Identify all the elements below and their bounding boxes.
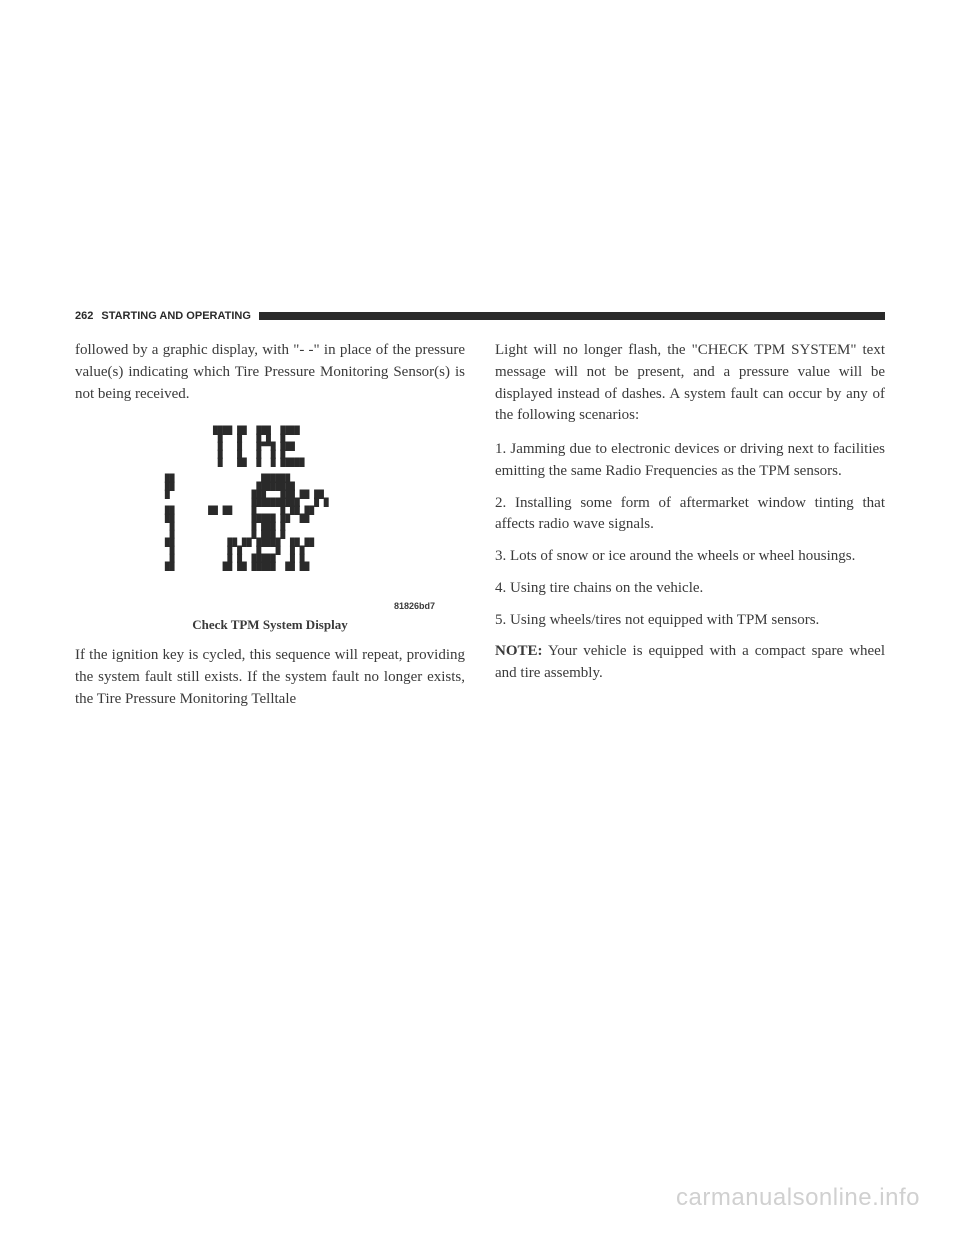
list-item-4: 4. Using tire chains on the vehicle. [495, 578, 885, 600]
right-para-1: Light will no longer flash, the "CHECK T… [495, 340, 885, 427]
note-text: Your vehicle is equipped with a compact … [495, 643, 885, 681]
note-paragraph: NOTE: Your vehicle is equipped with a co… [495, 641, 885, 685]
page-number: 262 [75, 310, 93, 322]
page-header: 262 STARTING AND OPERATING [75, 310, 885, 322]
tpm-display-figure: ████ ██ ███ ████ █ █ █ █ █ █ █ █▀▀█ ███ … [140, 417, 400, 597]
left-column: followed by a graphic display, with "- -… [75, 340, 465, 723]
figure-caption: Check TPM System Display [75, 617, 465, 633]
content-columns: followed by a graphic display, with "- -… [75, 340, 885, 723]
header-bar [259, 312, 885, 320]
figure-code: 81826bd7 [75, 601, 435, 611]
pixel-art-display: ████ ██ ███ ████ █ █ █ █ █ █ █ █▀▀█ ███ … [140, 417, 400, 571]
watermark: carmanualsonline.info [676, 1184, 920, 1212]
figure-container: ████ ██ ███ ████ █ █ █ █ █ █ █ █▀▀█ ███ … [75, 417, 465, 633]
note-label: NOTE: [495, 643, 543, 659]
list-item-5: 5. Using wheels/tires not equipped with … [495, 610, 885, 632]
list-item-2: 2. Installing some form of aftermarket w… [495, 493, 885, 537]
section-title: STARTING AND OPERATING [101, 310, 251, 322]
right-column: Light will no longer flash, the "CHECK T… [495, 340, 885, 723]
left-para-1: followed by a graphic display, with "- -… [75, 340, 465, 405]
list-item-1: 1. Jamming due to electronic devices or … [495, 439, 885, 483]
left-para-2: If the ignition key is cycled, this sequ… [75, 645, 465, 710]
list-item-3: 3. Lots of snow or ice around the wheels… [495, 546, 885, 568]
